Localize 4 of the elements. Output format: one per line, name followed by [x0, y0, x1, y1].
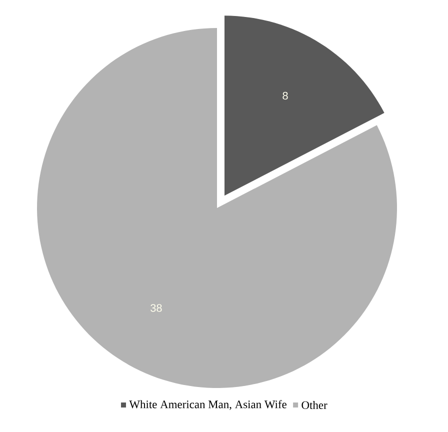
- legend-label: Other: [302, 400, 328, 410]
- legend-label: White American Man, Asian Wife: [129, 400, 286, 410]
- data-label: 8: [282, 92, 288, 100]
- data-label: 38: [150, 304, 162, 312]
